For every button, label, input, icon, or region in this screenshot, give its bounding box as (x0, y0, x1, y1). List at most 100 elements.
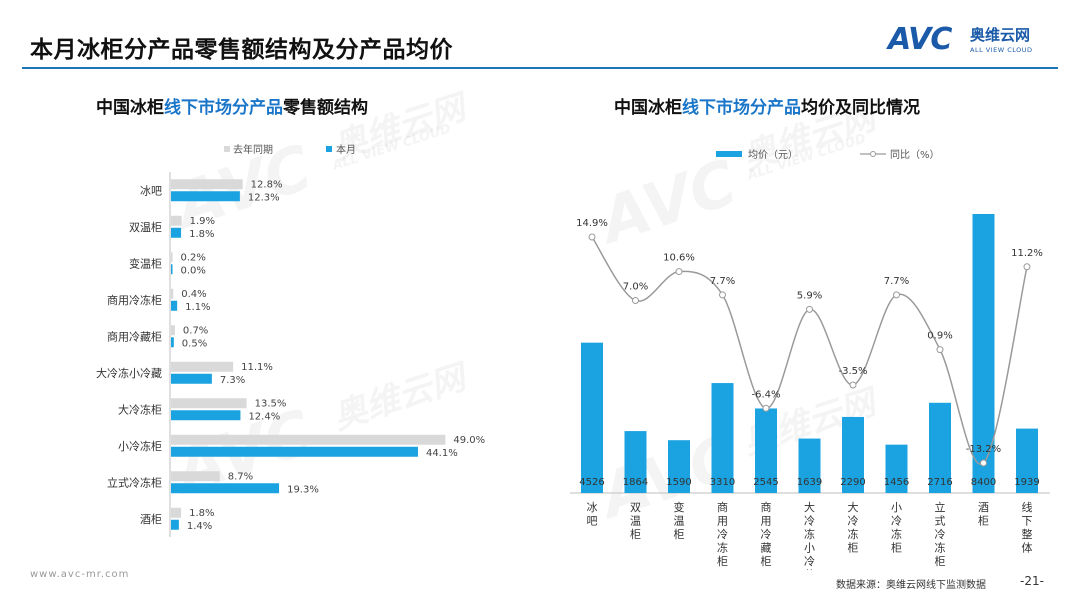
bar-avg-price (755, 408, 777, 493)
bar-avg-price (842, 416, 864, 493)
bar-last-year (171, 325, 175, 336)
bar-avg-price (581, 342, 603, 493)
right-title-part-3: 均价及同比情况 (801, 98, 920, 118)
legend-swatch-last-year (224, 146, 230, 152)
category-label: 双温柜 (129, 221, 162, 234)
category-label: 大冷冻柜 (118, 402, 162, 416)
bar-value-label: 1456 (884, 477, 909, 488)
bar-this-month (171, 300, 178, 311)
category-label: 大冷冻小冷藏 (96, 366, 162, 380)
bar-value-label: 2290 (840, 477, 865, 488)
category-label: 立式冷冻柜 (935, 500, 946, 568)
brand-logo: AVC 奥维云网 ALL VIEW CLOUD (888, 22, 1058, 60)
category-label: 线下整体 (1022, 500, 1033, 555)
bar-value-label: 1864 (623, 477, 648, 488)
bar-this-month (171, 519, 179, 530)
logo-chinese: 奥维云网 (970, 26, 1031, 44)
yoy-point (1023, 263, 1031, 271)
average-price-chart: 均价（元） 同比（%） 4526 冰吧 1864 双温柜 1590 变温柜 3310 商用冷冻柜 2… (570, 149, 1050, 570)
data-label-this-month: 1.4% (187, 521, 212, 532)
bar-this-month (171, 264, 173, 275)
left-title-part-3: 零售额结构 (283, 98, 368, 118)
data-label-last-year: 1.9% (190, 216, 215, 227)
right-title-part-1: 中国冰柜 (614, 98, 682, 118)
category-label: 立式冷冻柜 (107, 475, 162, 489)
bar-this-month (171, 483, 280, 494)
bar-value-label: 2716 (927, 477, 952, 488)
legend-swatch-this-month (326, 146, 332, 152)
logo-subtitle: ALL VIEW CLOUD (970, 46, 1033, 54)
bar-last-year (171, 434, 446, 445)
bar-this-month (171, 227, 182, 238)
data-label-last-year: 13.5% (255, 398, 287, 409)
yoy-point (806, 305, 813, 313)
bar-last-year (171, 361, 234, 372)
footer-url: www.avc-mr.com (30, 569, 130, 580)
bar-last-year (171, 288, 174, 299)
yoy-point (675, 268, 683, 276)
logo-mark: AVC (888, 22, 952, 57)
category-label: 冰吧 (587, 501, 598, 528)
category-label: 商用冷藏柜 (107, 329, 162, 343)
yoy-point (893, 291, 900, 299)
bar-this-month (171, 410, 241, 421)
category-label: 商用冷冻柜 (717, 500, 728, 568)
category-label: 大冷冻小冷藏 (804, 500, 815, 570)
data-label-this-month: 12.3% (248, 192, 280, 203)
category-label: 大冷冻柜 (848, 500, 859, 555)
category-label: 冰吧 (140, 184, 162, 197)
data-label-last-year: 49.0% (453, 435, 485, 446)
category-label: 双温柜 (630, 501, 641, 541)
data-source-note: 数据来源：奥维云网线下监测数据 (836, 580, 986, 591)
bar-avg-price (624, 431, 647, 493)
yoy-line (591, 236, 1028, 466)
bar-value-label: 8400 (971, 477, 996, 488)
bar-avg-price (711, 383, 734, 493)
bar-avg-price (929, 402, 951, 493)
category-label: 变温柜 (129, 256, 162, 270)
right-title-part-2: 线下市场分产品 (682, 98, 801, 118)
category-label: 酒柜 (140, 513, 162, 526)
bar-value-label: 1939 (1014, 477, 1039, 488)
yoy-data-label: -13.2% (966, 444, 1001, 455)
yoy-data-label: 14.9% (576, 218, 608, 229)
yoy-point (980, 459, 987, 467)
yoy-point (719, 291, 726, 299)
bar-value-label: 3310 (710, 477, 735, 488)
left-title-part-1: 中国冰柜 (96, 98, 164, 118)
bar-value-label: 4526 (579, 477, 604, 488)
category-label: 变温柜 (674, 500, 685, 541)
category-label: 酒柜 (978, 501, 989, 528)
yoy-data-label: 7.7% (710, 276, 735, 287)
yoy-data-label: 7.7% (884, 276, 909, 287)
yoy-data-label: -6.4% (751, 389, 780, 400)
data-label-this-month: 19.3% (287, 484, 319, 495)
data-label-last-year: 0.4% (181, 289, 206, 300)
category-label: 小冷冻柜 (118, 439, 162, 453)
data-label-this-month: 44.1% (426, 448, 458, 459)
yoy-data-label: -3.5% (838, 366, 867, 377)
data-label-last-year: 0.2% (181, 252, 206, 263)
right-chart-title: 中国冰柜线下市场分产品均价及同比情况 (614, 93, 920, 118)
bar-avg-price (972, 214, 995, 493)
header-divider (22, 67, 1058, 69)
bar-this-month (171, 191, 240, 202)
data-label-this-month: 0.0% (181, 265, 206, 276)
bar-avg-price (668, 440, 690, 493)
bar-last-year (171, 215, 182, 226)
legend-swatch-avg-price (716, 151, 742, 157)
data-label-this-month: 0.5% (182, 338, 207, 349)
page-number: -21- (1020, 574, 1044, 588)
category-label: 小冷冻柜 (891, 501, 902, 555)
bar-this-month (171, 373, 212, 384)
bar-last-year (171, 507, 182, 518)
bar-value-label: 1639 (797, 477, 822, 488)
legend-label-yoy: 同比（%） (890, 149, 940, 161)
legend-marker-yoy (870, 151, 876, 157)
data-label-this-month: 1.8% (189, 229, 214, 240)
category-label: 商用冷冻柜 (107, 293, 162, 307)
data-label-this-month: 12.4% (248, 411, 280, 422)
left-title-part-2: 线下市场分产品 (164, 98, 283, 118)
yoy-point (632, 297, 639, 305)
bar-value-label: 2545 (753, 477, 778, 488)
